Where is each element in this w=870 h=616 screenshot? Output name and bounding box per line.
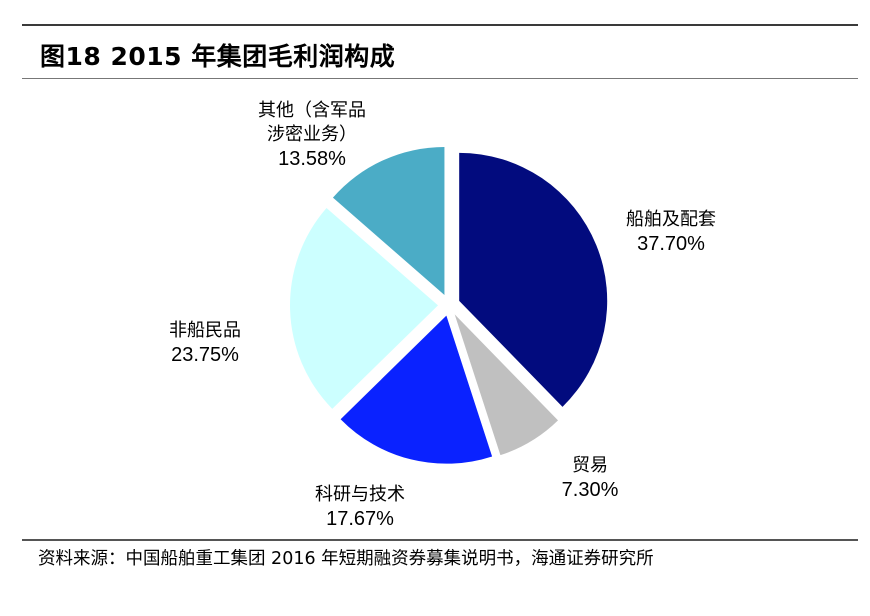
bottom-rule	[22, 539, 858, 541]
label-nonship-pct: 23.75%	[171, 344, 239, 366]
label-trade-name: 贸易	[572, 455, 608, 476]
slice-ships	[459, 152, 608, 407]
slice-research	[340, 315, 493, 464]
title-underline	[22, 78, 858, 79]
label-nonship: 非船民品 23.75%	[145, 319, 265, 367]
label-other-pct: 13.58%	[278, 148, 346, 170]
slice-other	[332, 146, 445, 295]
label-research-pct: 17.67%	[326, 508, 394, 530]
label-research: 科研与技术 17.67%	[295, 483, 425, 531]
label-trade: 贸易 7.30%	[545, 454, 635, 502]
slice-trade	[454, 314, 559, 456]
label-trade-pct: 7.30%	[561, 479, 619, 501]
label-nonship-name: 非船民品	[169, 320, 241, 341]
slice-nonship	[290, 207, 439, 409]
label-research-name: 科研与技术	[315, 484, 405, 505]
figure-title: 图18 2015 年集团毛利润构成	[40, 42, 396, 71]
label-ships-pct: 37.70%	[637, 233, 705, 255]
label-other: 其他（含军品 涉密业务） 13.58%	[232, 99, 392, 171]
source-note: 资料来源：中国船舶重工集团 2016 年短期融资券募集说明书，海通证券研究所	[38, 549, 654, 569]
top-rule	[22, 24, 858, 26]
label-other-line2: 涉密业务）	[267, 124, 357, 145]
label-ships: 船舶及配套 37.70%	[606, 208, 736, 256]
label-other-line1: 其他（含军品	[258, 100, 366, 121]
label-ships-name: 船舶及配套	[626, 209, 716, 230]
